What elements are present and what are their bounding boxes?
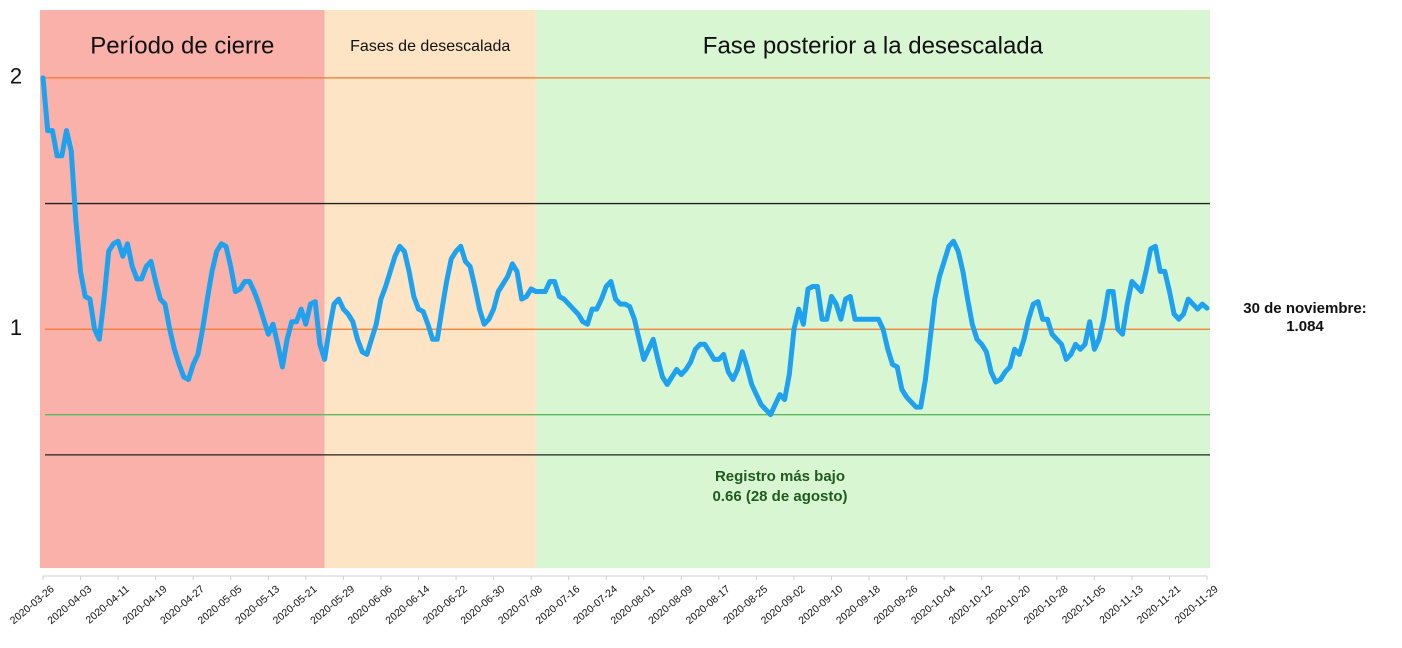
phase-label: Fases de desescalada	[350, 38, 510, 55]
annotation: Registro más bajo	[715, 468, 845, 485]
annotation: 30 de noviembre:	[1243, 300, 1366, 317]
phase-region	[535, 10, 1210, 568]
phase-label: Período de cierre	[90, 32, 274, 59]
phase-backgrounds	[40, 10, 1210, 568]
y-tick-label: 2	[10, 64, 22, 89]
annotation: 1.084	[1286, 318, 1324, 335]
data-line	[40, 75, 1210, 418]
phase-label: Fase posterior a la desescalada	[703, 32, 1044, 59]
phase-region	[324, 10, 536, 568]
y-tick-label: 1	[10, 315, 22, 340]
phase-region	[40, 10, 325, 568]
annotation: 0.66 (28 de agosto)	[712, 488, 847, 505]
reference-lines	[45, 77, 1210, 456]
